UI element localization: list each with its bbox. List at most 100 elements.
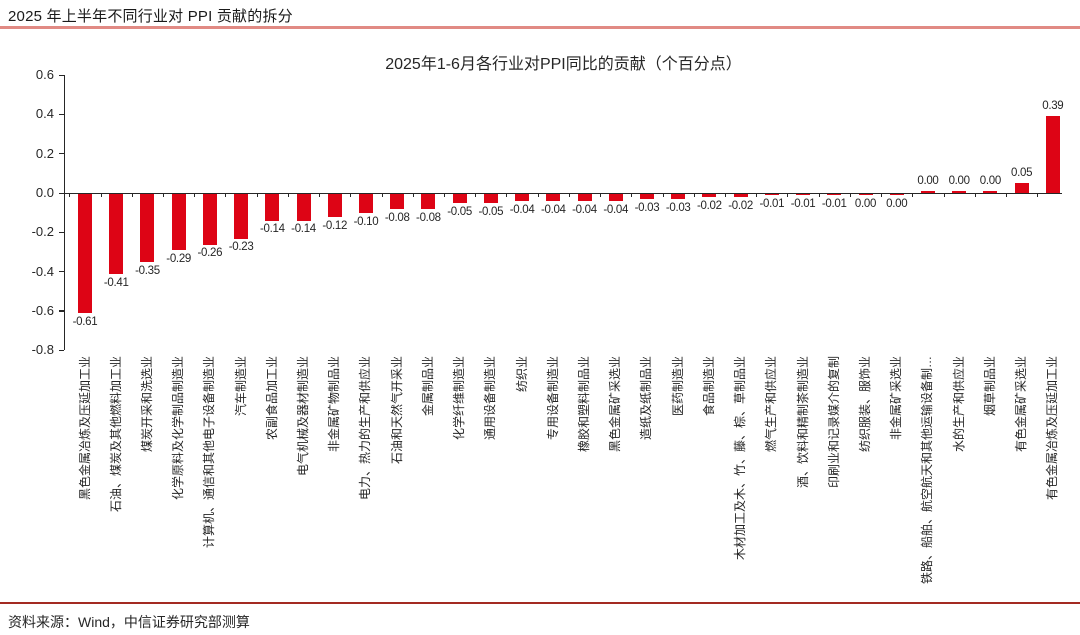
x-axis-category-label: 有色金属矿采选业 xyxy=(1014,356,1029,453)
y-axis-tick xyxy=(59,231,64,233)
x-axis-tick xyxy=(506,193,508,197)
bar xyxy=(234,193,249,239)
x-axis-category-label: 煤炭开采和洗选业 xyxy=(139,356,154,453)
x-axis-tick xyxy=(194,193,196,197)
x-axis-tick xyxy=(444,193,446,197)
x-axis-category-label: 印刷业和记录媒介的复制 xyxy=(826,356,841,489)
bar-value-label: 0.00 xyxy=(979,175,1001,188)
x-axis-tick xyxy=(319,193,321,197)
x-axis-tick xyxy=(256,193,258,197)
bar-value-label: -0.61 xyxy=(72,315,98,328)
x-axis-category-label: 非金属矿采选业 xyxy=(889,356,904,441)
bar-value-label: -0.01 xyxy=(790,197,816,210)
y-axis-tick xyxy=(59,192,64,194)
bar-value-label: -0.08 xyxy=(384,211,410,224)
bar xyxy=(858,193,873,196)
bar xyxy=(140,193,155,263)
x-axis-tick xyxy=(568,193,570,197)
x-axis-category-label: 石油、煤炭及其他燃料加工业 xyxy=(108,356,123,513)
bar xyxy=(1014,183,1029,193)
x-axis-category-label: 纺织业 xyxy=(514,356,529,393)
x-axis-tick xyxy=(69,193,71,197)
y-axis-line xyxy=(64,75,66,350)
x-axis-tick xyxy=(287,193,289,197)
bar-value-label: 0.05 xyxy=(1011,167,1033,180)
x-axis-tick xyxy=(100,193,102,197)
x-axis-tick xyxy=(1005,193,1007,197)
x-axis-category-label: 纺织服装、服饰业 xyxy=(858,356,872,453)
x-axis-category-label: 黑色金属矿采选业 xyxy=(608,356,623,453)
y-axis-tick-label: -0.4 xyxy=(31,263,54,279)
bar-value-label: -0.14 xyxy=(291,223,316,236)
bar-value-label: 0.00 xyxy=(948,175,970,188)
y-axis-tick-label: 0.4 xyxy=(35,106,54,122)
x-axis-tick xyxy=(475,193,477,197)
y-axis-tick xyxy=(59,153,64,155)
bar-value-label: -0.03 xyxy=(665,201,691,214)
chart-title: 2025年1-6月各行业对PPI同比的贡献（个百分点） xyxy=(385,56,742,73)
x-axis-tick xyxy=(943,193,945,197)
y-axis-tick xyxy=(59,74,64,76)
x-axis-tick xyxy=(412,193,414,197)
x-axis-category-label: 木材加工及木、竹、藤、棕、草制品业 xyxy=(733,356,748,561)
y-axis-tick xyxy=(59,310,64,312)
bar-value-label: -0.02 xyxy=(697,199,722,212)
x-axis-category-label: 铁路、船舶、航空航天和其他运输设备制… xyxy=(920,356,935,585)
page-title: 2025 年上半年不同行业对 PPI 贡献的拆分 xyxy=(8,8,293,25)
bar xyxy=(296,193,311,221)
x-axis-tick xyxy=(537,193,539,197)
x-axis-category-label: 化学纤维制造业 xyxy=(452,356,467,441)
bar xyxy=(358,193,373,214)
y-axis-tick-label: 0.6 xyxy=(35,67,54,83)
bar-value-label: -0.02 xyxy=(728,199,753,212)
bar xyxy=(577,193,592,202)
bar xyxy=(483,193,498,204)
bar xyxy=(171,193,186,251)
bar-value-label: -0.35 xyxy=(135,264,160,277)
bar-value-label: -0.26 xyxy=(197,247,223,260)
x-axis-tick xyxy=(225,193,227,197)
zero-baseline xyxy=(64,192,1062,194)
x-axis-category-label: 造纸及纸制品业 xyxy=(639,356,654,441)
bar-value-label: -0.04 xyxy=(572,203,597,216)
bar xyxy=(327,193,342,218)
x-axis-tick xyxy=(849,193,851,197)
footer-divider xyxy=(0,602,1080,604)
x-axis-tick xyxy=(756,193,758,197)
x-axis-category-label: 农副食品加工业 xyxy=(264,356,279,441)
bar-value-label: -0.14 xyxy=(259,223,285,236)
x-axis-tick xyxy=(1037,193,1039,197)
x-axis-tick xyxy=(163,193,165,197)
x-axis-category-label: 化学原料及化学制品制造业 xyxy=(171,356,186,501)
x-axis-category-label: 黑色金属冶炼及压延加工业 xyxy=(77,356,92,501)
x-axis-tick xyxy=(693,193,695,197)
bar-value-label: 0.00 xyxy=(886,197,908,210)
bar xyxy=(889,193,904,196)
x-axis-tick xyxy=(974,193,976,197)
x-axis-tick xyxy=(381,193,383,197)
bar-value-label: -0.23 xyxy=(228,241,254,254)
x-axis-category-label: 烟草制品业 xyxy=(982,356,997,417)
bar xyxy=(952,191,967,193)
x-axis-tick xyxy=(818,193,820,197)
bar xyxy=(109,193,124,275)
bar-value-label: -0.10 xyxy=(353,215,379,228)
bar-value-label: 0.00 xyxy=(917,175,939,188)
bar-value-label: -0.01 xyxy=(821,197,847,210)
bar-value-label: 0.00 xyxy=(854,197,877,210)
bar xyxy=(639,193,654,200)
x-axis-category-label: 酒、饮料和精制茶制造业 xyxy=(795,356,810,489)
bar xyxy=(702,193,717,198)
bar xyxy=(515,193,530,202)
x-axis-category-label: 金属制品业 xyxy=(420,356,435,417)
bar-value-label: -0.12 xyxy=(322,219,348,232)
x-axis-tick xyxy=(350,193,352,197)
bar-value-label: -0.04 xyxy=(603,203,629,216)
x-axis-tick xyxy=(725,193,726,197)
y-axis-tick xyxy=(59,349,64,351)
x-axis-tick xyxy=(631,193,633,197)
x-axis-category-label: 水的生产和供应业 xyxy=(951,356,966,453)
x-axis-category-label: 汽车制造业 xyxy=(233,356,248,417)
